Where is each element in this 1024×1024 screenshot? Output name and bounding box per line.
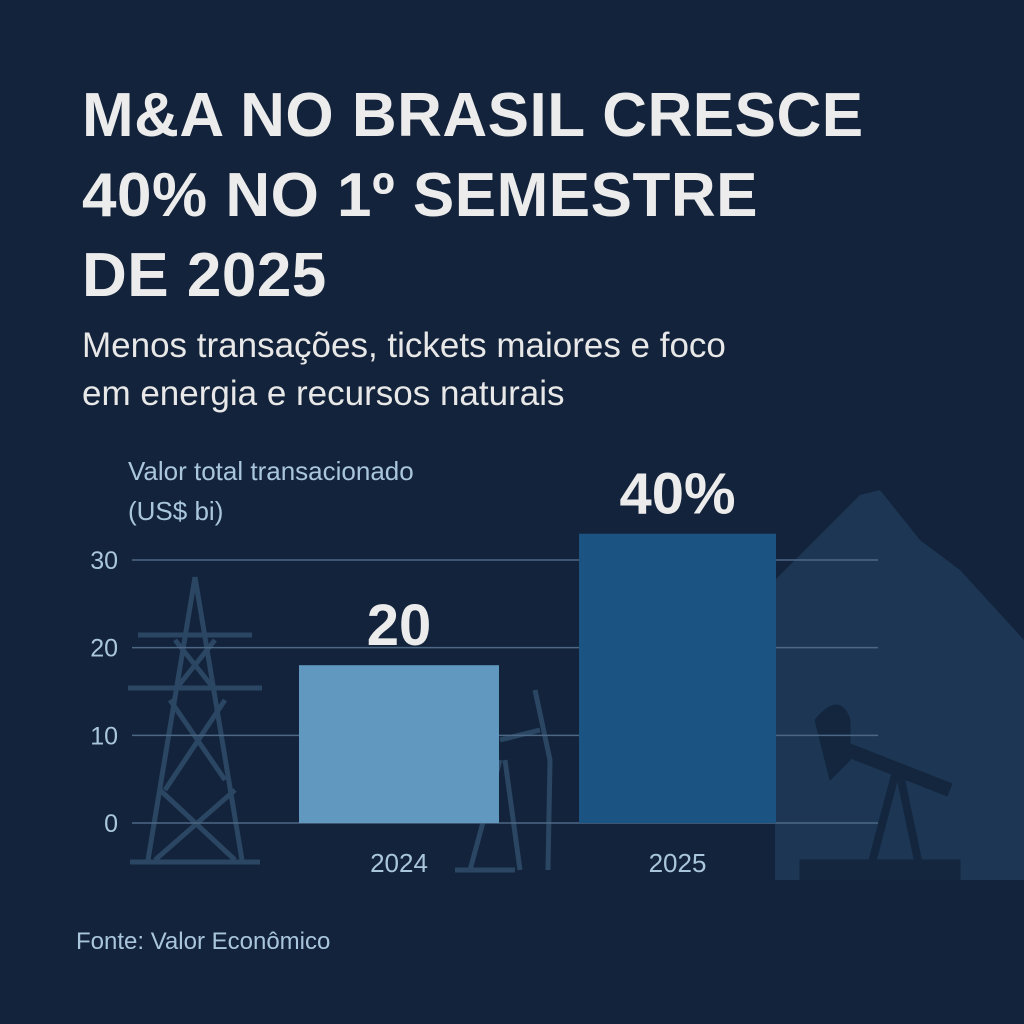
y-tick-label: 10 bbox=[90, 722, 118, 750]
y-tick-label: 0 bbox=[104, 810, 118, 838]
subtitle-line: em energia e recursos naturais bbox=[82, 374, 565, 413]
title-line: M&A NO BRASIL CRESCE bbox=[82, 81, 864, 150]
page-title: M&A NO BRASIL CRESCE 40% NO 1º SEMESTRE … bbox=[82, 76, 1002, 316]
transmission-tower-icon bbox=[128, 576, 262, 865]
y-axis-label: (US$ bi) bbox=[128, 496, 223, 526]
bar-2025 bbox=[579, 533, 776, 823]
x-tick-label: 2024 bbox=[370, 848, 428, 878]
data-label: 20 bbox=[367, 593, 432, 658]
y-tick-label: 20 bbox=[90, 635, 118, 663]
y-axis-label: Valor total transacionado bbox=[128, 456, 414, 486]
pumpjack-icon bbox=[799, 704, 961, 881]
mountain-icon bbox=[775, 490, 1024, 880]
data-label: 40% bbox=[619, 462, 735, 527]
title-line: 40% NO 1º SEMESTRE bbox=[82, 161, 758, 230]
y-tick-label: 30 bbox=[90, 547, 118, 575]
source-note: Fonte: Valor Econômico bbox=[76, 928, 331, 955]
title-line: DE 2025 bbox=[82, 241, 327, 310]
x-tick-label: 2025 bbox=[649, 848, 707, 878]
subtitle: Menos transações, tickets maiores e foco… bbox=[82, 322, 726, 418]
bar-2024 bbox=[299, 665, 499, 823]
subtitle-line: Menos transações, tickets maiores e foco bbox=[82, 326, 726, 365]
